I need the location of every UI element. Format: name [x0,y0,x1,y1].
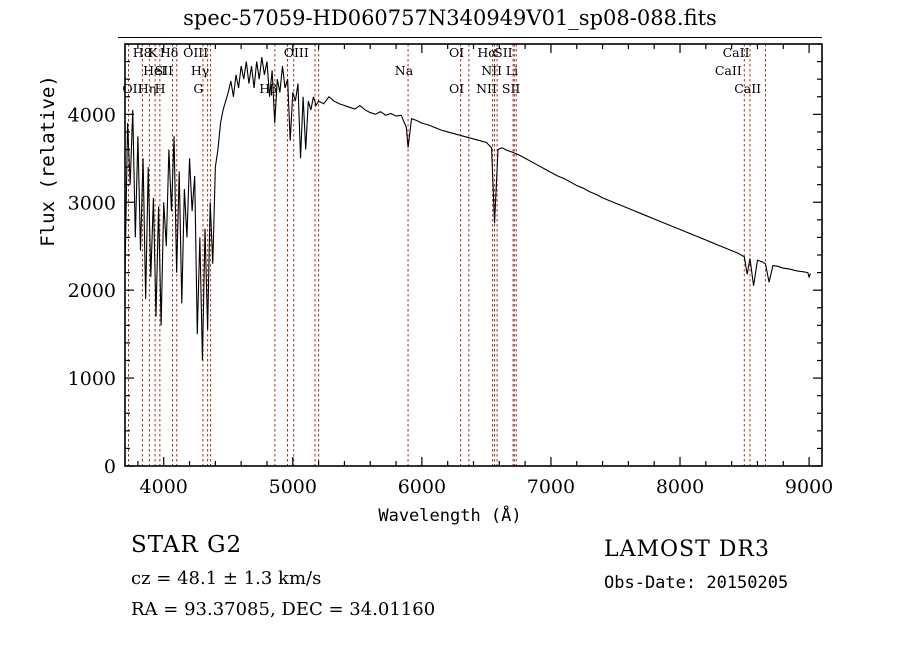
plot-border [124,43,823,467]
line-label-SII: SII [494,45,513,60]
line-label-Hγ: Hγ [191,63,209,78]
x-tick-label: 9000 [785,476,833,498]
obs-date-label: Obs-Date: 20150205 [604,573,789,593]
spectrum-plot: OIIHηH8HeIHKSIIHδHγGOIIIHβOIIINaOIOIHαNI… [68,43,834,498]
line-label-H: H [155,81,166,96]
object-class-label: STAR G2 [131,532,243,558]
x-tick-label: 5000 [269,476,317,498]
title-underline [118,37,822,38]
y-tick-label: 4000 [68,104,116,126]
line-label-Hδ: Hδ [160,45,178,60]
redshift-velocity-label: cz = 48.1 ± 1.3 km/s [131,568,322,589]
y-tick-label: 3000 [68,192,116,214]
y-tick-label: 1000 [68,368,116,390]
line-label-SII: SII [155,63,174,78]
line-label-SII: SII [502,81,521,96]
y-tick-label: 0 [104,456,116,478]
line-label-Hα: Hα [477,45,497,60]
x-tick-label: 7000 [527,476,575,498]
line-label-OIII: OIII [183,45,208,60]
line-label-Na: Na [395,63,414,78]
x-axis-title: Wavelength (Å) [378,506,522,526]
line-labels-group: OIIHηH8HeIHKSIIHδHγGOIIIHβOIIINaOIOIHαNI… [122,45,761,96]
line-label-G: G [193,81,203,96]
line-label-OI: OI [449,45,464,60]
line-label-CaII: CaII [715,63,742,78]
x-tick-label: 4000 [140,476,188,498]
line-label-CaII: CaII [723,45,750,60]
line-label-Hη: Hη [138,81,156,96]
line-label-OI: OI [449,81,464,96]
y-tick-labels: 0 1000 2000 3000 4000 [68,104,116,478]
line-label-HeI: HeI [143,63,166,78]
y-axis-title: Flux (relative) [37,75,59,247]
line-label-K: K [148,45,158,60]
x-tick-label: 8000 [656,476,704,498]
line-label-OII: OII [122,81,142,96]
line-label-Li: Li [506,63,518,78]
line-label-NII: NII [476,81,497,96]
survey-label: LAMOST DR3 [604,537,770,562]
coordinates-label: RA = 93.37085, DEC = 34.01160 [131,599,436,620]
y-tick-label: 2000 [68,280,116,302]
x-tick-labels: 4000 5000 6000 7000 8000 9000 [140,476,834,498]
x-tick-label: 6000 [398,476,446,498]
line-label-NII: NII [481,63,502,78]
axis-frame [124,43,823,467]
line-label-OIII: OIII [284,45,309,60]
page-title: spec-57059-HD060757N340949V01_sp08-088.f… [183,6,717,30]
spectrum-trace [124,57,811,361]
line-label-CaII: CaII [734,81,761,96]
